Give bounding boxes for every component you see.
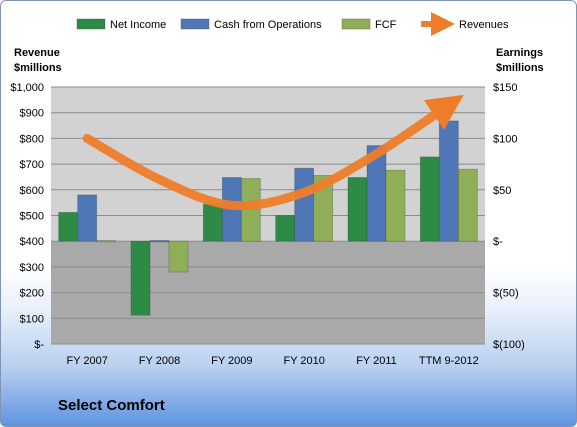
right-tick-label: $100 xyxy=(493,133,517,145)
left-axis-title: Revenue xyxy=(14,47,60,59)
x-tick-label: FY 2010 xyxy=(283,355,324,367)
bar-net-income xyxy=(347,177,368,242)
bar-fcf xyxy=(385,169,406,242)
left-tick-label: $1,000 xyxy=(10,82,44,94)
left-tick-label: $- xyxy=(34,339,44,351)
bar-fcf xyxy=(313,175,334,242)
bar-fcf xyxy=(96,240,117,243)
left-tick-label: $600 xyxy=(20,185,44,197)
legend-swatch xyxy=(180,18,210,30)
bar-cash-from-operations xyxy=(149,240,170,243)
bar-net-income xyxy=(58,212,79,242)
right-tick-label: $(100) xyxy=(493,339,525,351)
right-tick-label: $(50) xyxy=(493,288,519,300)
legend-label: Revenues xyxy=(459,19,509,31)
plot-area: $1,000 $900 $800 $700 $600 $500 $400 $300 $200 $1… xyxy=(10,82,524,367)
x-tick-label: TTM 9-2012 xyxy=(419,355,479,367)
left-tick-label: $200 xyxy=(20,288,44,300)
legend-label: FCF xyxy=(375,19,397,31)
x-tick-label: FY 2009 xyxy=(211,355,252,367)
right-tick-label: $50 xyxy=(493,185,511,197)
left-tick-label: $700 xyxy=(20,159,44,171)
right-tick-label: $150 xyxy=(493,82,517,94)
bar-cash-from-operations xyxy=(77,194,98,242)
right-tick-label: $- xyxy=(493,236,503,248)
right-axis-title: $millions xyxy=(496,62,544,74)
bar-net-income xyxy=(130,240,151,316)
legend: Net Income Cash from Operations FCF Revenue… xyxy=(76,12,509,36)
left-tick-label: $400 xyxy=(20,236,44,248)
x-tick-label: FY 2008 xyxy=(139,355,180,367)
legend-swatch xyxy=(76,18,106,30)
left-tick-label: $500 xyxy=(20,211,44,223)
footer-title: Select Comfort xyxy=(58,397,165,414)
left-tick-label: $100 xyxy=(20,313,44,325)
bar-net-income xyxy=(275,215,296,242)
x-tick-label: FY 2011 xyxy=(356,355,397,367)
legend-swatch xyxy=(341,18,371,30)
revenues-line xyxy=(82,94,464,211)
bar-net-income xyxy=(419,156,440,242)
bar-net-income xyxy=(202,203,223,242)
bar-cash-from-operations xyxy=(438,120,459,242)
axis-titles: Revenue $millions Earnings $millions xyxy=(14,47,544,74)
left-tick-label: $900 xyxy=(20,108,44,120)
legend-label: Cash from Operations xyxy=(214,19,322,31)
left-tick-label: $300 xyxy=(20,262,44,274)
right-axis-title: Earnings xyxy=(496,47,543,59)
legend-label: Net Income xyxy=(110,19,166,31)
bar-fcf xyxy=(168,240,189,273)
left-axis-title: $millions xyxy=(14,62,62,74)
x-tick-label: FY 2007 xyxy=(66,355,107,367)
bar-cash-from-operations xyxy=(294,167,315,242)
left-tick-label: $800 xyxy=(20,133,44,145)
bar-fcf xyxy=(457,168,478,242)
